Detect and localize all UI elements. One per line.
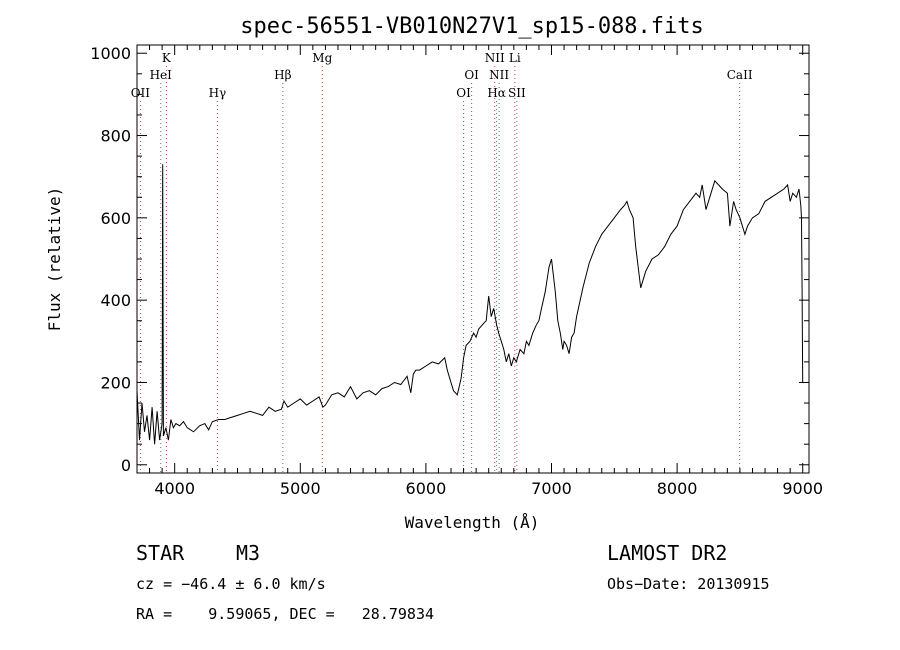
y-tick-label: 800 (100, 127, 131, 146)
y-tick-label: 600 (100, 209, 131, 228)
line-marker-label: Hβ (274, 68, 291, 82)
x-tick-label: 6000 (406, 479, 447, 498)
x-axis-label: Wavelength (Å) (405, 513, 540, 532)
survey-name: LAMOST DR2 (607, 541, 728, 565)
plot-frame (136, 44, 810, 474)
line-marker-label: OII (131, 86, 151, 100)
x-axis: 4000 5000 6000 7000 8000 9000 (136, 45, 823, 498)
y-tick-label: 200 (100, 373, 131, 392)
line-marker-labels: OII K HeI Hγ Hβ Mg OI OI NII NII Hα Li SII CaII (131, 51, 753, 100)
line-marker-label: K (162, 51, 172, 65)
object-subclass: M3 (236, 541, 261, 565)
redshift-velocity: cz = −46.4 ± 6.0 km/s (136, 575, 326, 593)
y-tick-label: 1000 (90, 44, 131, 63)
line-marker-label: OI (456, 86, 471, 100)
line-marker-label: Li (509, 51, 521, 65)
line-markers (139, 66, 741, 473)
y-axis-label: Flux (relative) (45, 187, 64, 332)
x-tick-label: 4000 (154, 479, 195, 498)
line-marker-label: Hα (487, 86, 506, 100)
x-tick-label: 8000 (657, 479, 698, 498)
chart-title: spec-56551-VB010N27V1_sp15-088.fits (240, 14, 704, 39)
spectrum-line (136, 164, 804, 445)
x-tick-label: 5000 (280, 479, 321, 498)
observation-date: Obs−Date: 20130915 (607, 575, 770, 593)
line-marker-label: Mg (312, 51, 332, 65)
line-marker-label: CaII (727, 68, 753, 82)
line-marker-label: NII (489, 68, 509, 82)
coordinates: RA = 9.59065, DEC = 28.79834 (136, 605, 435, 623)
object-class: STAR (136, 541, 185, 565)
line-marker-label: SII (508, 86, 526, 100)
line-marker-label: OI (464, 68, 479, 82)
y-tick-label: 0 (121, 456, 131, 475)
line-marker-label: NII (485, 51, 505, 65)
x-tick-label: 9000 (782, 479, 823, 498)
y-axis: 0 200 400 600 800 1000 (90, 44, 809, 475)
line-marker-label: HeI (150, 68, 173, 82)
y-tick-label: 400 (100, 291, 131, 310)
line-marker-label: Hγ (209, 86, 227, 100)
x-tick-label: 7000 (531, 479, 572, 498)
